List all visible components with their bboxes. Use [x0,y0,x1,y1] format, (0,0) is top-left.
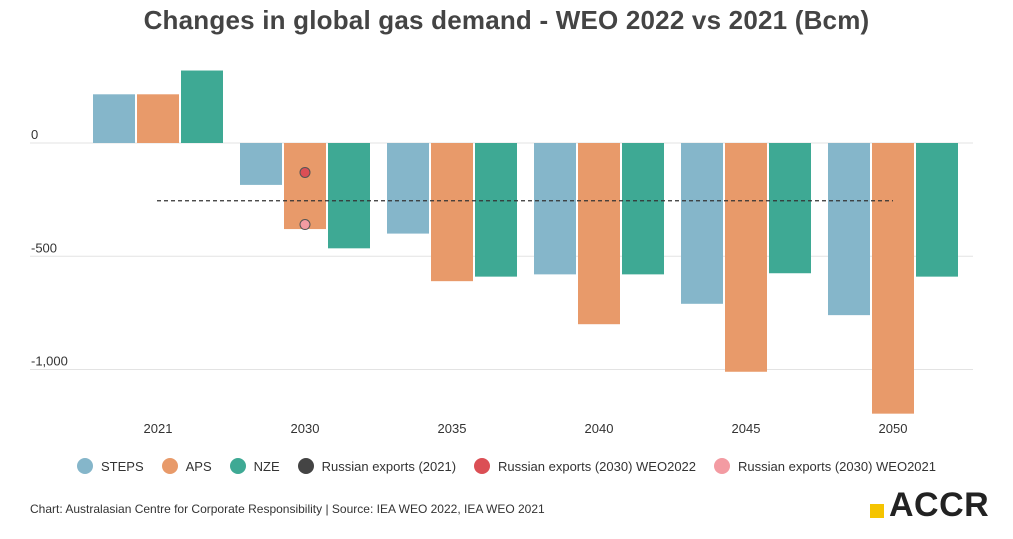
legend-swatch-icon [229,458,246,474]
legend-item: Russian exports (2030) WEO2022 [474,458,696,474]
legend-label: Russian exports (2021) [321,458,457,474]
x-tick-label: 2050 [879,421,908,436]
legend-label: Russian exports (2030) WEO2021 [738,458,936,474]
x-tick-label: 2021 [144,421,173,436]
accr-logo: ACCR [870,488,989,522]
chart-title: Changes in global gas demand - WEO 2022 … [143,5,870,35]
bars [93,70,958,414]
bar-steps-2045 [681,143,723,304]
y-tick-label: -1,000 [31,354,68,369]
legend-item: APS [161,458,212,474]
bar-aps-2045 [725,143,767,372]
bar-chart: 0 -500 -1,000 2021 2030 2035 2040 2045 2050 [30,70,973,436]
bar-aps-2040 [578,143,620,325]
legend-item: Russian exports (2030) WEO2021 [714,458,936,474]
bar-aps-2021 [137,94,179,143]
bar-nze-2030 [328,143,370,249]
bar-steps-2030 [240,143,282,185]
marker-russian-2030-weo2021 [299,219,311,231]
y-tick-label: -500 [31,240,57,255]
legend-swatch-icon [474,458,491,474]
source-note: Chart: Australasian Centre for Corporate… [30,502,545,516]
legend-swatch-icon [161,458,178,474]
legend-item: STEPS [76,458,144,474]
y-tick-label: 0 [31,127,38,142]
bar-nze-2021 [181,70,223,143]
bar-nze-2035 [475,143,517,277]
bar-steps-2050 [828,143,870,316]
legend-label: STEPS [100,458,144,474]
bar-aps-2030 [284,143,326,230]
x-tick-label: 2040 [585,421,614,436]
legend: STEPS APS NZE Russian exports (2021) Russian… [0,458,1013,474]
legend-item: Russian exports (2021) [297,458,457,474]
marker-russian-2030-weo2022 [299,166,311,178]
x-tick-label: 2030 [291,421,320,436]
legend-swatch-icon [76,458,93,474]
legend-label: APS [185,458,212,474]
legend-swatch-icon [714,458,731,474]
legend-label: NZE [253,458,280,474]
x-axis-ticks: 2021 2030 2035 2040 2045 2050 [144,421,908,436]
bar-nze-2050 [916,143,958,277]
bar-steps-2040 [534,143,576,275]
bar-steps-2021 [93,94,135,143]
bar-nze-2040 [622,143,664,275]
legend-label: Russian exports (2030) WEO2022 [498,458,697,474]
bar-aps-2035 [431,143,473,282]
y-axis-ticks: 0 -500 -1,000 [31,127,68,369]
bar-aps-2050 [872,143,914,414]
legend-swatch-icon [297,458,314,474]
legend-item: NZE [229,458,280,474]
logo-square-icon [870,504,884,518]
logo-text: ACCR [889,486,990,524]
bar-steps-2035 [387,143,429,234]
bar-nze-2045 [769,143,811,274]
markers [299,166,311,231]
x-tick-label: 2035 [438,421,467,436]
x-tick-label: 2045 [732,421,761,436]
